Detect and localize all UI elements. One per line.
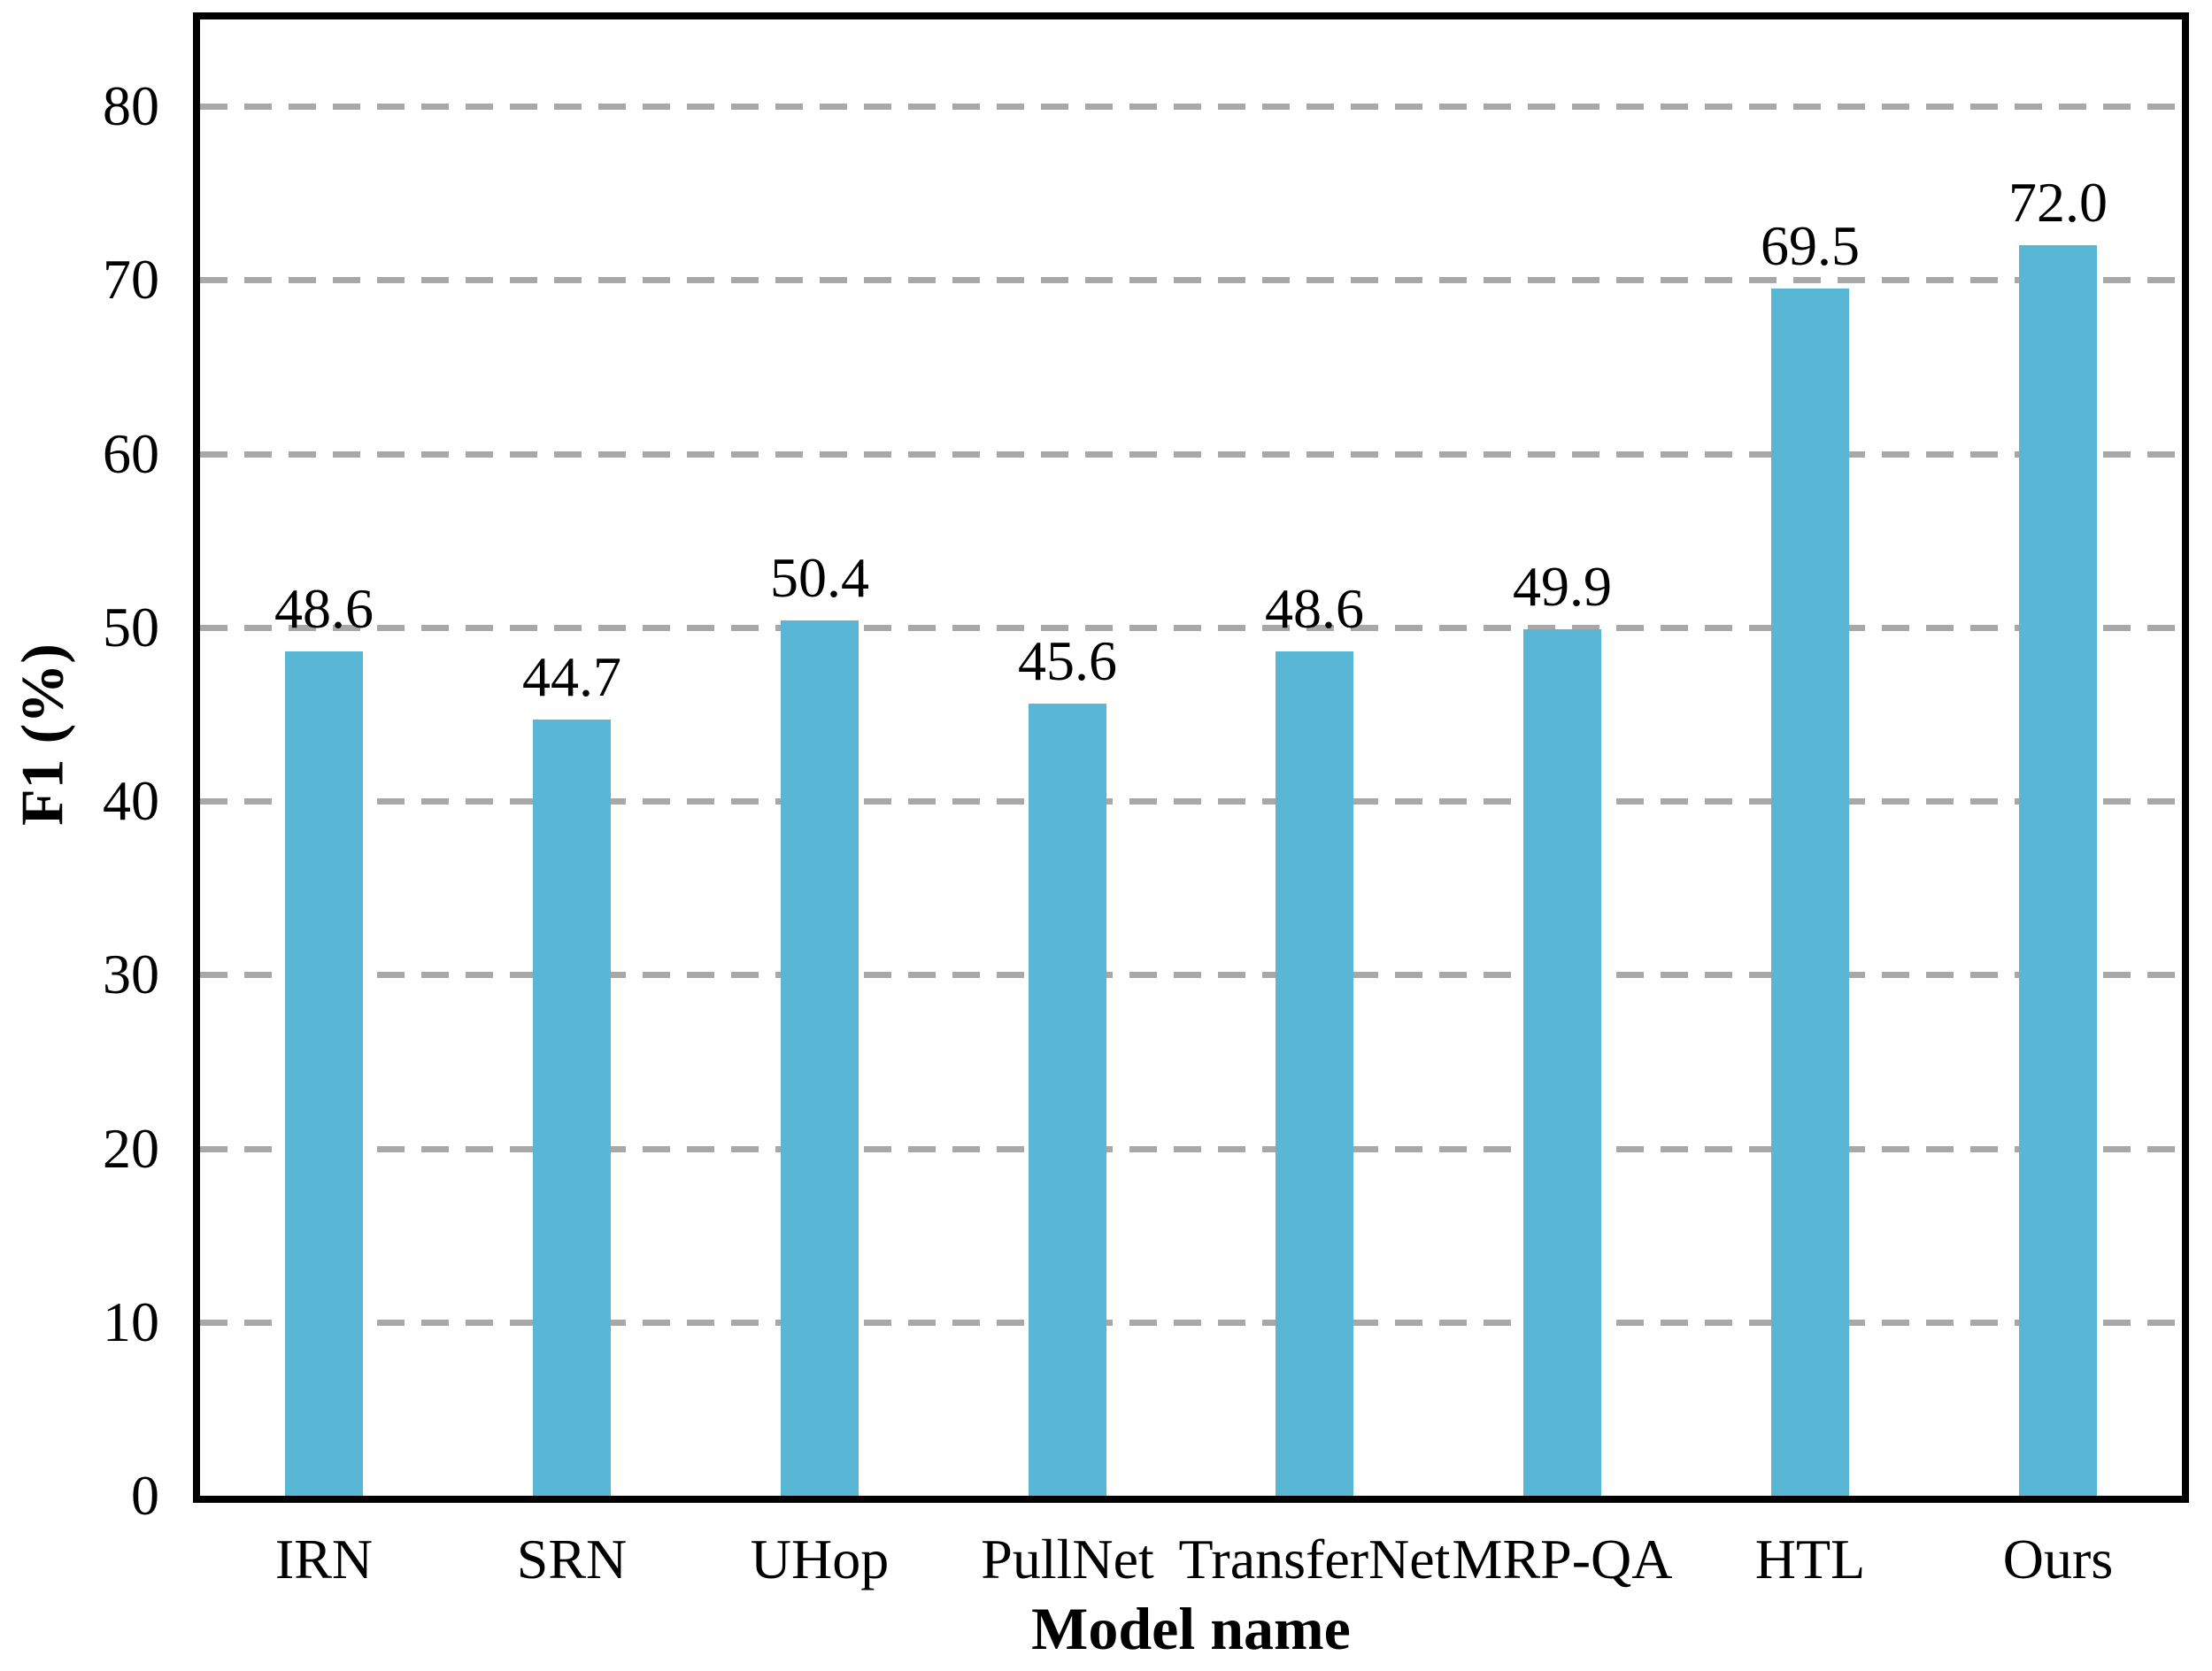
gridline-10 [200,1320,2182,1326]
bar-SRN [533,720,611,1496]
y-tick-label-40: 40 [103,769,159,832]
x-tick-label-SRN: SRN [516,1528,628,1590]
x-axis-title: Model name [1031,1595,1351,1662]
gridline-40 [200,798,2182,805]
gridline-70 [200,277,2182,283]
gridline-50 [200,625,2182,631]
y-tick-label-30: 30 [103,943,159,1005]
y-tick-label-20: 20 [103,1117,159,1180]
bar-PullNet [1029,704,1106,1496]
bar-UHop [781,620,859,1496]
y-tick-label-50: 50 [103,596,159,658]
x-tick-label-UHop: UHop [750,1528,890,1590]
gridline-30 [200,972,2182,978]
plot-area [193,12,2189,1503]
value-label-UHop: 50.4 [770,546,869,609]
y-tick-label-80: 80 [103,74,159,137]
bar-MRP-QA [1523,629,1601,1496]
y-tick-label-60: 60 [103,422,159,485]
y-tick-label-10: 10 [103,1290,159,1353]
y-tick-label-0: 0 [131,1464,159,1527]
x-tick-label-HTL: HTL [1754,1528,1866,1590]
value-label-Ours: 72.0 [2008,171,2108,234]
x-tick-label-Ours: Ours [2002,1528,2114,1590]
bar-HTL [1771,289,1849,1496]
y-tick-label-70: 70 [103,248,159,311]
gridline-20 [200,1146,2182,1152]
value-label-SRN: 44.7 [522,645,621,708]
bar-IRN [285,651,363,1496]
value-label-HTL: 69.5 [1761,214,1860,277]
x-tick-label-PullNet: PullNet [981,1528,1154,1590]
x-tick-label-IRN: IRN [274,1528,374,1590]
bar-Ours [2019,245,2097,1496]
x-tick-label-TransferNet: TransferNet [1178,1528,1451,1590]
value-label-MRP-QA: 49.9 [1513,555,1612,618]
x-tick-label-MRP-QA: MRP-QA [1452,1528,1673,1590]
bar-TransferNet [1276,651,1353,1496]
gridline-80 [200,104,2182,110]
value-label-IRN: 48.6 [274,577,374,640]
gridline-60 [200,451,2182,458]
value-label-TransferNet: 48.6 [1265,577,1364,640]
value-label-PullNet: 45.6 [1018,629,1117,692]
